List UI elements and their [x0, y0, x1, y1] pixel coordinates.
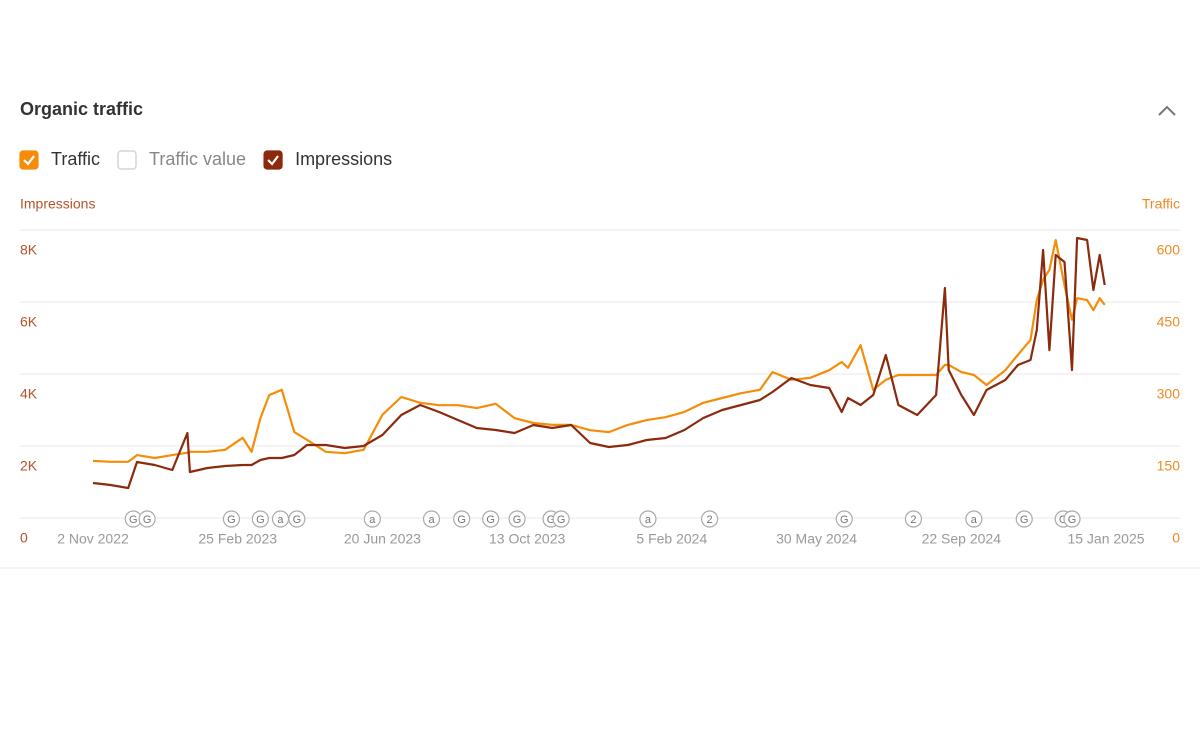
legend-check — [267, 155, 279, 166]
x-tick-label: 15 Jan 2025 — [1067, 531, 1144, 547]
y2-tick-label: 300 — [1157, 386, 1181, 402]
legend-check — [23, 155, 35, 166]
annotation-label: G — [1020, 514, 1029, 526]
annotation-label: 2 — [707, 514, 713, 526]
annotation-label: G — [1059, 514, 1068, 526]
annotation-label: G — [513, 514, 522, 526]
legend-checkbox[interactable] — [263, 150, 283, 170]
annotation-marker[interactable] — [639, 510, 657, 528]
collapse-icon[interactable] — [1158, 105, 1176, 116]
y-tick-label: 2K — [20, 458, 38, 474]
legend-label[interactable]: Impressions — [295, 149, 392, 169]
y-tick-label: 6K — [20, 314, 38, 330]
annotation-label: a — [277, 514, 284, 526]
annotation-label: a — [428, 514, 435, 526]
annotation-marker[interactable] — [222, 510, 241, 528]
x-tick-label: 20 Jun 2023 — [344, 531, 421, 547]
series-line — [92, 239, 1106, 463]
y2-tick-label: 0 — [1172, 530, 1180, 546]
annotation-marker[interactable] — [701, 510, 719, 528]
annotation-marker[interactable] — [1015, 510, 1033, 528]
annotation-label: G — [1068, 514, 1077, 526]
annotation-label: G — [840, 514, 849, 526]
x-tick-label: 5 Feb 2024 — [636, 531, 707, 547]
y-axis-title: Impressions — [20, 196, 95, 212]
annotation-label: G — [256, 514, 265, 526]
annotation-marker[interactable] — [482, 510, 500, 528]
annotation-marker[interactable] — [422, 510, 441, 528]
y2-tick-label: 600 — [1157, 242, 1181, 258]
annotation-marker[interactable] — [835, 510, 853, 528]
series-line — [92, 236, 1106, 490]
annotation-label: a — [369, 514, 376, 526]
annotation-label: a — [645, 514, 652, 526]
annotation-label: G — [486, 514, 495, 526]
y-tick-label: 0 — [20, 530, 28, 546]
annotation-marker[interactable] — [552, 510, 570, 528]
y2-axis-title: Traffic — [1142, 196, 1180, 212]
legend-checkbox[interactable] — [117, 150, 137, 170]
y2-tick-label: 150 — [1157, 458, 1181, 474]
annotation-label: 2 — [910, 514, 916, 526]
annotation-marker[interactable] — [965, 510, 983, 528]
annotation-label: G — [457, 514, 466, 526]
y2-tick-label: 450 — [1157, 314, 1181, 330]
annotation-marker[interactable] — [904, 510, 923, 528]
annotation-marker[interactable] — [138, 510, 156, 528]
x-tick-label: 13 Oct 2023 — [489, 531, 565, 547]
annotation-label: G — [293, 514, 302, 526]
annotation-label: G — [227, 514, 236, 526]
legend-label[interactable]: Traffic — [51, 149, 100, 169]
x-tick-label: 25 Feb 2023 — [198, 531, 277, 547]
annotation-marker[interactable] — [363, 510, 381, 528]
x-tick-label: 30 May 2024 — [776, 531, 857, 547]
annotation-label: G — [143, 514, 152, 526]
legend-checkbox[interactable] — [19, 150, 39, 170]
chart-title: Organic traffic — [20, 99, 143, 119]
annotation-marker[interactable] — [251, 510, 269, 528]
annotation-marker[interactable] — [453, 510, 471, 528]
annotation-label: a — [971, 514, 978, 526]
annotation-marker[interactable] — [1063, 510, 1081, 528]
y-tick-label: 8K — [20, 242, 38, 258]
annotation-label: G — [557, 514, 566, 526]
x-tick-label: 22 Sep 2024 — [922, 531, 1002, 547]
x-tick-label: 2 Nov 2022 — [57, 531, 129, 547]
annotation-label: G — [547, 514, 556, 526]
annotation-marker[interactable] — [508, 510, 526, 528]
y-tick-label: 4K — [20, 386, 38, 402]
legend-label[interactable]: Traffic value — [149, 149, 246, 169]
annotation-marker[interactable] — [288, 510, 306, 528]
annotation-label: G — [129, 514, 138, 526]
